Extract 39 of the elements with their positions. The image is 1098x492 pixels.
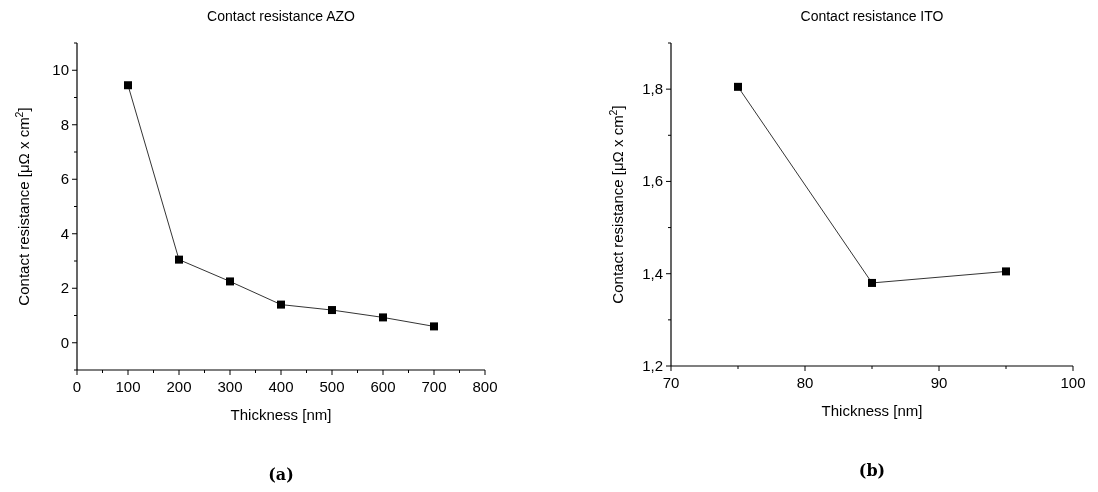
point (124, 81, 132, 90)
text: (b) (858, 461, 886, 480)
y-tick-label: 6 (60, 170, 69, 188)
x-tick-label: 400 (268, 378, 294, 395)
text: (a) (268, 465, 294, 484)
x-tick-label: 100 (115, 378, 141, 395)
x-tick-label: 200 (166, 378, 192, 395)
chart-title: Contact resistance AZO (207, 8, 356, 24)
y-tick-label: 1,8 (642, 80, 663, 98)
y-tick-label: 1,6 (642, 172, 663, 190)
y-tick-label: 0 (60, 333, 69, 351)
y-tick-label: 1,2 (642, 357, 663, 374)
x-tick-label: 90 (930, 374, 948, 391)
y-tick-label: 8 (60, 115, 69, 133)
y-tick-label: 2 (60, 279, 69, 297)
y-tick-label: 1,4 (642, 264, 663, 282)
point (328, 306, 336, 315)
x-tick-label: 80 (796, 374, 814, 391)
point (175, 255, 183, 264)
chart-title: Contact resistance ITO (800, 8, 944, 24)
x-tick-label: 500 (319, 378, 345, 395)
y-tick-label: 10 (52, 61, 69, 79)
point (868, 278, 876, 287)
point (277, 300, 285, 309)
x-axis-title: Thickness [nm] (821, 402, 923, 419)
x-axis-title: Thickness [nm] (230, 406, 332, 423)
point (226, 277, 234, 286)
y-tick-label: 4 (60, 224, 69, 242)
point (1002, 267, 1010, 276)
x-tick-label: 100 (1060, 374, 1086, 391)
x-tick-label: 800 (472, 378, 498, 395)
x-tick-label: 700 (421, 378, 447, 395)
point (734, 82, 742, 91)
x-tick-label: 0 (72, 378, 82, 395)
x-tick-label: 300 (217, 378, 243, 395)
x-tick-label: 70 (662, 374, 680, 391)
point (430, 322, 438, 331)
point (379, 313, 387, 322)
x-tick-label: 600 (370, 378, 396, 395)
